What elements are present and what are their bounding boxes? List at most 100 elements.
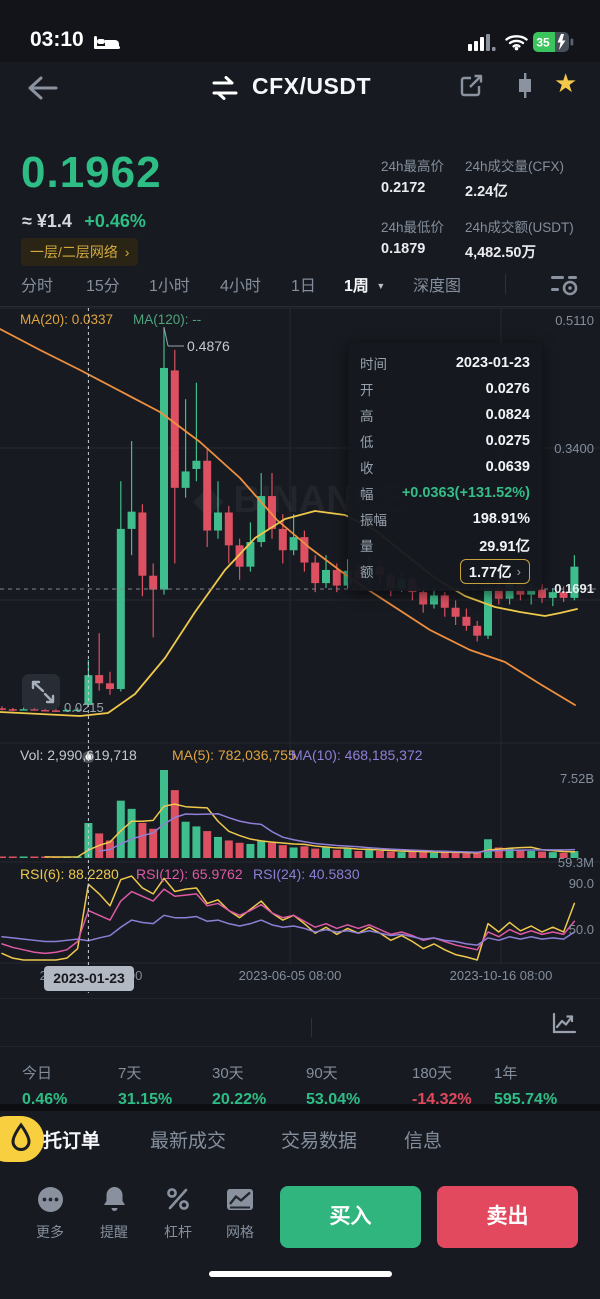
tab-timeframe-15m[interactable]: 15分 — [86, 278, 120, 295]
tooltip-label: 振幅 — [360, 513, 387, 528]
rsi6-legend: RSI(6): 88.2280 — [20, 866, 119, 882]
full-chart-icon[interactable] — [551, 1012, 577, 1036]
svg-text:35: 35 — [536, 36, 550, 50]
volume-ma5-legend: MA(5): 782,036,755 — [172, 747, 296, 763]
high-marker-label: 0.4876 — [187, 338, 230, 354]
back-icon[interactable] — [26, 74, 58, 102]
more-label[interactable]: 更多 — [36, 1224, 64, 1240]
perf-today: 今日 0.46% — [22, 1065, 68, 1108]
liquidity-droplet-badge[interactable] — [0, 1116, 44, 1162]
chevron-right-icon: › — [516, 563, 521, 579]
tooltip-label: 低 — [360, 435, 374, 450]
status-time: 03:10 — [30, 28, 84, 51]
tooltip-value: 29.91亿 — [479, 538, 530, 555]
sell-button[interactable]: 卖出 — [437, 1186, 578, 1248]
volume-axis-top: 7.52B — [560, 771, 594, 786]
perf-30d: 30天 20.22% — [212, 1065, 267, 1108]
indicator-settings-icon[interactable] — [549, 272, 579, 296]
rsi12-legend: RSI(12): 65.9762 — [136, 866, 243, 882]
stats-high-label: 24h最高价 — [381, 159, 445, 174]
stats-turnover-value: 4,482.50万 — [465, 245, 536, 261]
chart-expand-icon[interactable] — [22, 674, 60, 710]
tag-chevron-icon: › — [124, 244, 130, 260]
volume-axis-bottom: 59.3M — [557, 855, 594, 870]
tab-trading-data[interactable]: 交易数据 — [281, 1131, 358, 1152]
tooltip-value: 0.0276 — [485, 381, 530, 397]
tab-timeframe-1h[interactable]: 1小时 — [149, 278, 190, 295]
tooltip-value: 2023-01-23 — [455, 355, 530, 371]
stats-volume-label: 24h成交量(CFX) — [465, 159, 565, 174]
more-icon[interactable] — [37, 1186, 64, 1213]
xaxis-tick-3: 2023-10-16 08:00 — [449, 968, 553, 983]
grid-trading-icon[interactable] — [226, 1187, 254, 1212]
perf-value: -14.32% — [412, 1091, 472, 1108]
status-bar: 03:10 — [0, 0, 600, 62]
leverage-label[interactable]: 杠杆 — [164, 1224, 192, 1240]
tooltip-label: 额 — [360, 565, 374, 580]
kline-chart[interactable]: ◆ BINANCE — [0, 0, 600, 996]
last-price: 0.1962 — [21, 148, 162, 197]
perf-value: 53.04% — [306, 1091, 361, 1108]
tab-timeframe-time[interactable]: 分时 — [21, 278, 54, 295]
tab-recent-trades[interactable]: 最新成交 — [150, 1131, 227, 1152]
tooltip-value: 0.0275 — [485, 433, 530, 449]
page-title: CFX/USDT — [252, 73, 371, 99]
leverage-icon[interactable] — [165, 1186, 191, 1212]
tab-info[interactable]: 信息 — [404, 1131, 443, 1152]
tooltip-label: 幅 — [360, 487, 374, 502]
volume-ma10-legend: MA(10): 468,185,372 — [291, 747, 423, 763]
sleep-focus-bed-icon — [93, 32, 121, 52]
tooltip-turnover-link[interactable]: 1.77亿 › — [459, 558, 530, 584]
stats-high-value: 0.2172 — [381, 180, 426, 196]
indicator-bottom-divider — [0, 1046, 600, 1047]
battery-icon: 35 — [533, 32, 574, 52]
price-axis-tick-2: 0.3400 — [554, 441, 594, 456]
home-indicator — [209, 1271, 392, 1277]
share-icon[interactable] — [458, 72, 485, 99]
tab-timeframe-1w[interactable]: 1周 ▼ — [344, 278, 386, 295]
rsi24-legend: RSI(24): 40.5830 — [253, 866, 360, 882]
category-tag[interactable]: 一层/二层网络 › — [21, 238, 139, 266]
tooltip-label: 高 — [360, 409, 374, 424]
grid-label[interactable]: 网格 — [226, 1224, 254, 1240]
kline-style-icon[interactable] — [512, 72, 538, 99]
tooltip-change-value: +0.0363(+131.52%) — [401, 485, 530, 501]
candle-info-tooltip: 时间 2023-01-23 开 0.0276 高 0.0824 低 0.0275 收 0.… — [348, 343, 542, 591]
perf-180d: 180天 -14.32% — [412, 1065, 472, 1108]
tooltip-value: 198.91% — [472, 511, 530, 527]
indicator-tabs-clip: MA EMA BOLL SAR AVL VOL MACD RSI KDJ — [0, 1002, 540, 1046]
price-axis-tick-1: 0.5110 — [555, 313, 594, 328]
ma20-legend: MA(20): 0.0337 — [20, 312, 114, 327]
favorite-star-icon[interactable]: ★ — [554, 68, 578, 98]
perf-value: 20.22% — [212, 1091, 267, 1108]
indicator-bar — [0, 998, 600, 999]
ma120-legend: MA(120): -- — [133, 312, 202, 327]
timeframe-divider — [505, 274, 506, 294]
volume-legend: Vol: 2,990,619,718 — [20, 747, 137, 763]
fiat-price: ≈ ¥1.4 — [22, 211, 72, 231]
stats-turnover-label: 24h成交额(USDT) — [465, 220, 574, 235]
buy-button[interactable]: 买入 — [280, 1186, 421, 1248]
stats-low-value: 0.1879 — [381, 241, 426, 257]
perf-value: 595.74% — [494, 1091, 558, 1108]
perf-value: 0.46% — [22, 1091, 68, 1108]
alert-bell-icon[interactable] — [102, 1185, 127, 1213]
tab-depth-chart[interactable]: 深度图 — [413, 278, 462, 295]
stats-low-label: 24h最低价 — [381, 220, 445, 235]
perf-90d: 90天 53.04% — [306, 1065, 361, 1108]
tab-timeframe-4h[interactable]: 4小时 — [220, 278, 261, 295]
rsi-axis-50: 50.0 — [568, 922, 594, 937]
rsi-axis-90: 90.0 — [568, 876, 594, 891]
xaxis-tick-2: 2023-06-05 08:00 — [238, 968, 342, 983]
alert-label[interactable]: 提醒 — [100, 1224, 128, 1240]
tooltip-value: 0.0824 — [485, 407, 530, 423]
tooltip-label: 开 — [360, 383, 374, 398]
tooltip-label: 量 — [360, 539, 374, 554]
perf-7d: 7天 31.15% — [118, 1065, 173, 1108]
indicator-tabs-divider — [311, 1018, 312, 1037]
swap-pair-icon[interactable] — [210, 76, 240, 100]
wifi-icon — [505, 33, 528, 51]
tab-timeframe-1d[interactable]: 1日 — [291, 278, 316, 295]
perf-value: 31.15% — [118, 1091, 173, 1108]
caret-down-icon: ▼ — [376, 281, 386, 291]
